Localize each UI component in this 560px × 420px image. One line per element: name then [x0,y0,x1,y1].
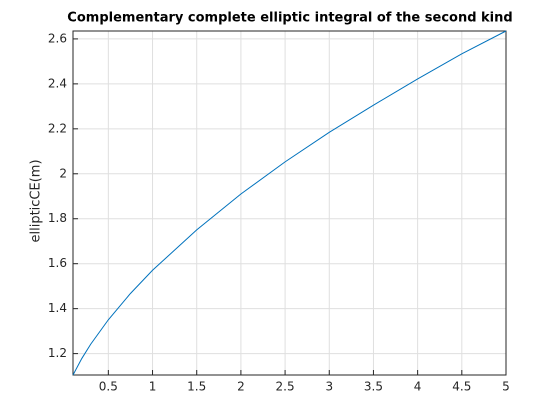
x-tick-label: 1.5 [187,380,206,394]
y-tick-label: 2.4 [48,76,67,90]
x-tick-label: 0.5 [99,380,118,394]
y-tick-label: 2 [59,166,67,180]
axes-box [72,30,507,376]
chart-title: Complementary complete elliptic integral… [67,11,512,26]
x-tick-label: 5 [502,380,510,394]
y-tick-label: 1.2 [48,346,67,360]
y-tick-label: 1.4 [48,301,67,315]
y-axis-label: ellipticCE(m) [29,159,44,242]
y-tick-label: 1.6 [48,256,67,270]
data-line [72,30,507,376]
x-tick-label: 2 [237,380,245,394]
y-tick-label: 2.6 [48,31,67,45]
y-tick-label: 2.2 [48,121,67,135]
y-tick-label: 1.8 [48,211,67,225]
x-tick-label: 2.5 [276,380,295,394]
x-tick-label: 3.5 [364,380,383,394]
x-tick-label: 4.5 [452,380,471,394]
x-tick-label: 3 [325,380,333,394]
x-tick-label: 1 [149,380,157,394]
x-tick-label: 4 [414,380,422,394]
